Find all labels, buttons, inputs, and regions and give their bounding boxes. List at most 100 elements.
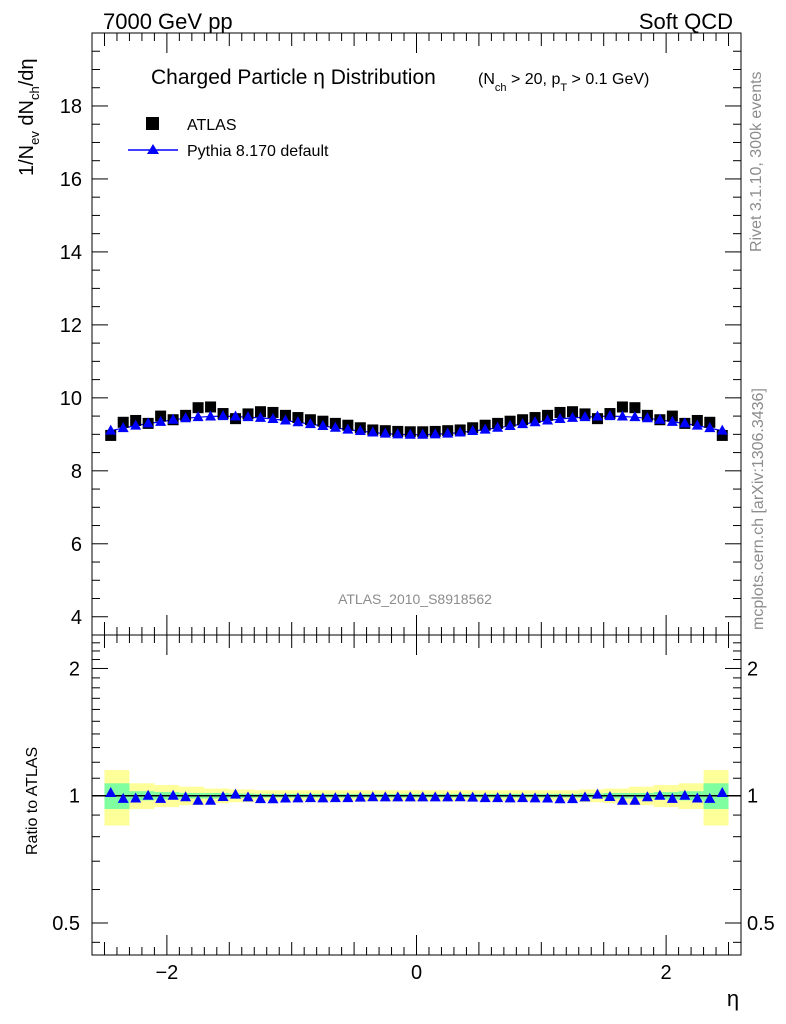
pythia-point [329, 421, 341, 432]
pythia-point [292, 416, 304, 427]
pythia-point [492, 421, 504, 432]
pythia-point [142, 417, 154, 428]
ratio-ytick-label-left: 0.5 [52, 913, 80, 935]
atlas-point [716, 429, 728, 441]
atlas-point [267, 406, 279, 418]
pythia-point [517, 418, 529, 429]
header-left: 7000 GeV pp [103, 9, 233, 34]
pythia-point [155, 415, 167, 426]
ratio-data-layer [105, 786, 728, 805]
pythia-point [180, 412, 192, 423]
ratio-point [379, 791, 391, 802]
ratio-point [654, 789, 666, 800]
pythia-point [467, 425, 479, 436]
main-ytick-label: 10 [60, 388, 82, 410]
atlas-point [567, 406, 579, 418]
ratio-point [641, 791, 653, 802]
pythia-point [479, 423, 491, 434]
ratio-point [467, 791, 479, 802]
main-ylabel: 1/Nev dNch/dη [16, 58, 42, 176]
main-subtitle: (Nch > 20, pT > 0.1 GeV) [478, 71, 649, 94]
ratio-point [429, 791, 441, 802]
pythia-point [691, 419, 703, 430]
main-panel: 4 6 8 10 12 14 16 18 [60, 32, 742, 636]
side-text-top: Rivet 3.1.10, 300k events [748, 71, 765, 252]
ratio-point [554, 793, 566, 804]
ratio-point [591, 788, 603, 799]
main-title-text: Charged Particle η Distribution [151, 66, 436, 89]
ratio-point [267, 793, 279, 804]
ratio-ytick-label-right: 0.5 [747, 913, 775, 935]
pythia-point [504, 419, 516, 430]
ratio-ytick-label-right: 1 [747, 786, 758, 808]
pythia-point [567, 411, 579, 422]
pythia-point [679, 417, 691, 428]
ratio-point [217, 791, 229, 802]
ratio-point [442, 791, 454, 802]
ratio-point [404, 791, 416, 802]
pythia-point [317, 419, 329, 430]
legend-marker-pythia [147, 144, 159, 154]
legend-marker-atlas [146, 117, 159, 130]
atlas-point [554, 406, 566, 418]
ratio-point [479, 792, 491, 803]
ratio-point [492, 792, 504, 803]
ratio-point [342, 792, 354, 803]
pythia-point [616, 410, 628, 421]
ratio-point [604, 791, 616, 802]
pythia-point [105, 424, 117, 435]
x-tick-label: 2 [661, 962, 672, 984]
pythia-point [417, 428, 429, 439]
ratio-point [679, 789, 691, 800]
pythia-point [379, 427, 391, 438]
ratio-ytick-label-left: 2 [69, 658, 80, 680]
ratio-point [279, 792, 291, 803]
ratio-point [704, 792, 716, 803]
legend-label-atlas: ATLAS [187, 117, 237, 134]
ratio-point [417, 791, 429, 802]
ratio-point [230, 788, 242, 799]
pythia-point [205, 410, 217, 421]
ratio-point [691, 792, 703, 803]
main-data-layer [105, 401, 728, 441]
ratio-point [105, 786, 117, 797]
ratio-point [579, 791, 591, 802]
ratio-ylabel: Ratio to ATLAS [24, 747, 41, 855]
pythia-point [666, 415, 678, 426]
pythia-point [404, 428, 416, 439]
pythia-point [579, 411, 591, 422]
side-text-bottom: mcplots.cern.ch [arXiv:1306.3436] [750, 388, 767, 630]
ratio-point [517, 792, 529, 803]
ratio-point [616, 794, 628, 805]
pythia-point [629, 411, 641, 422]
pythia-point [604, 410, 616, 421]
pythia-point [354, 425, 366, 436]
pythia-point [117, 422, 129, 433]
main-ytick-label: 16 [60, 169, 82, 191]
ratio-point [167, 789, 179, 800]
header-right: Soft QCD [639, 9, 733, 34]
atlas-point [192, 402, 204, 414]
ratio-point [292, 792, 304, 803]
pythia-point [242, 411, 254, 422]
legend: ATLAS Pythia 8.170 default [128, 117, 329, 160]
ratio-point [130, 792, 142, 803]
pythia-point [130, 419, 142, 430]
ratio-point [529, 792, 541, 803]
main-ytick-label: 8 [71, 461, 82, 483]
atlas-point [616, 401, 628, 413]
ratio-point [117, 792, 129, 803]
x-tick-label: 0 [411, 962, 422, 984]
pythia-point [342, 423, 354, 434]
atlas-point [254, 406, 266, 418]
main-ytick-label: 6 [71, 534, 82, 556]
ratio-point [629, 794, 641, 805]
ratio-point [542, 792, 554, 803]
ratio-point [567, 793, 579, 804]
ratio-point [205, 794, 217, 805]
main-ytick-label: 4 [71, 607, 82, 629]
ratio-point [354, 791, 366, 802]
pythia-point [367, 426, 379, 437]
pythia-point [192, 411, 204, 422]
